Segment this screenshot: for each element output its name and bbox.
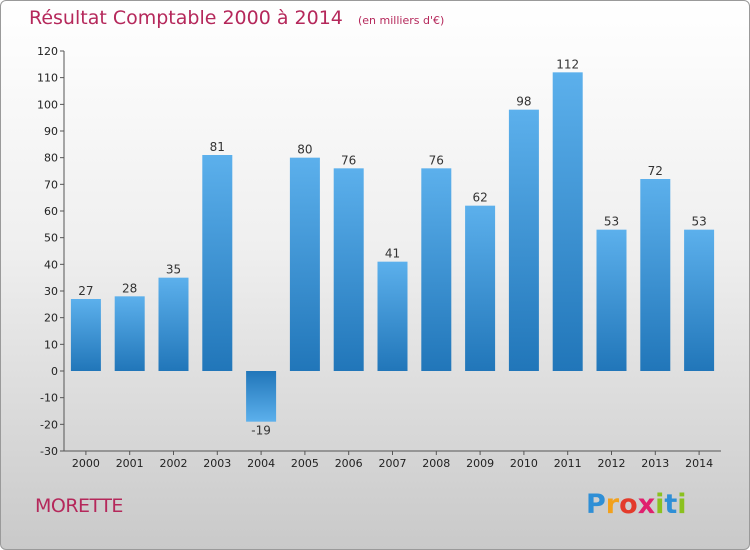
x-tick-label-2000: 2000 xyxy=(72,457,100,470)
x-tick-label-2002: 2002 xyxy=(160,457,188,470)
bar-2010 xyxy=(508,109,539,372)
bar-2005 xyxy=(289,157,320,371)
chart-subtitle: (en milliers d'€) xyxy=(357,14,445,27)
bars xyxy=(70,72,715,422)
bar-2014 xyxy=(684,229,715,371)
town-name: MORETTE xyxy=(35,495,123,517)
x-tick-label-2011: 2011 xyxy=(554,457,582,470)
x-tick-label-2013: 2013 xyxy=(641,457,669,470)
data-label-2005: 80 xyxy=(297,143,312,157)
data-label-2010: 98 xyxy=(516,95,531,109)
data-label-2002: 35 xyxy=(166,263,181,277)
bar-2007 xyxy=(377,261,408,371)
data-label-2003: 81 xyxy=(210,140,225,154)
x-tick-label-2007: 2007 xyxy=(379,457,407,470)
x-tick-label-2008: 2008 xyxy=(422,457,450,470)
data-label-2004: -19 xyxy=(251,424,271,438)
y-tick-label: 100 xyxy=(37,98,58,111)
data-label-2001: 28 xyxy=(122,281,137,295)
y-tick-label: 80 xyxy=(44,152,58,165)
y-tick-label: 10 xyxy=(44,338,58,351)
y-tick-label: 90 xyxy=(44,125,58,138)
bar-2011 xyxy=(552,72,583,371)
bar-2006 xyxy=(333,168,364,371)
bar-2013 xyxy=(640,179,671,371)
data-label-2014: 53 xyxy=(691,215,706,229)
data-label-2013: 72 xyxy=(648,164,663,178)
value-labels: 27 28 35 81 -19 80 76 41 76 62 98 112 53 72 53 xyxy=(78,57,706,437)
y-tick-label: -30 xyxy=(40,445,58,458)
x-tick-label-2014: 2014 xyxy=(685,457,713,470)
title-row: Résultat Comptable 2000 à 2014 (en milli… xyxy=(29,7,444,29)
y-tick-label: 0 xyxy=(51,365,58,378)
data-label-2011: 112 xyxy=(556,57,579,71)
bar-2012 xyxy=(596,229,627,371)
y-tick-label: 120 xyxy=(37,45,58,58)
bar-2002 xyxy=(158,277,189,371)
y-tick-label: 70 xyxy=(44,178,58,191)
y-tick-label: 60 xyxy=(44,205,58,218)
y-tick-label: 110 xyxy=(37,72,58,85)
bar-2001 xyxy=(114,296,145,371)
data-label-2000: 27 xyxy=(78,284,93,298)
x-tick-label-2010: 2010 xyxy=(510,457,538,470)
data-label-2006: 76 xyxy=(341,153,356,167)
data-label-2009: 62 xyxy=(472,191,487,205)
x-tick-label-2001: 2001 xyxy=(116,457,144,470)
x-tick-label-2009: 2009 xyxy=(466,457,494,470)
bar-2003 xyxy=(202,155,233,371)
x-tick-label-2012: 2012 xyxy=(598,457,626,470)
x-tick-label-2006: 2006 xyxy=(335,457,363,470)
proxiti-logo[interactable]: Proxiti xyxy=(586,489,687,520)
chart-title: Résultat Comptable 2000 à 2014 xyxy=(29,7,343,29)
x-tick-label-2004: 2004 xyxy=(247,457,275,470)
y-tick-label: -10 xyxy=(40,392,58,405)
y-tick-label: 40 xyxy=(44,258,58,271)
x-tick-label-2003: 2003 xyxy=(203,457,231,470)
axes: -30 -20 -10 0 10 20 30 40 50 60 70 80 90 100 110 120 200… xyxy=(37,45,721,470)
bar-2009 xyxy=(465,205,496,371)
data-label-2007: 41 xyxy=(385,247,400,261)
y-tick-label: -20 xyxy=(40,418,58,431)
y-tick-label: 20 xyxy=(44,312,58,325)
bar-2004 xyxy=(246,371,277,422)
data-label-2008: 76 xyxy=(429,153,444,167)
data-label-2012: 53 xyxy=(604,215,619,229)
y-tick-label: 50 xyxy=(44,232,58,245)
bar-2008 xyxy=(421,168,452,371)
x-tick-label-2005: 2005 xyxy=(291,457,319,470)
bar-2000 xyxy=(70,299,101,371)
y-tick-label: 30 xyxy=(44,285,58,298)
